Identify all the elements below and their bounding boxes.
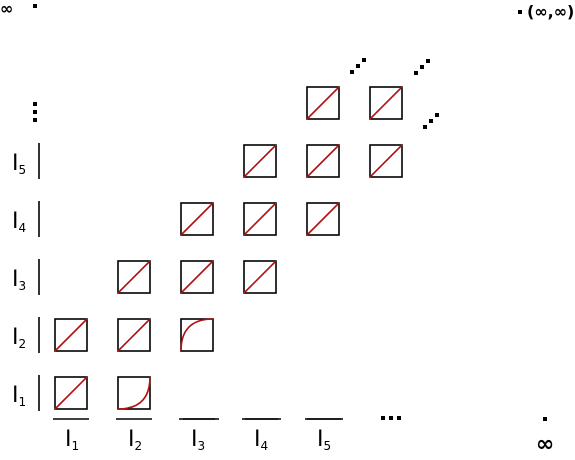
top-left-marker-dot	[33, 4, 37, 8]
cell-diagonal-line	[243, 260, 277, 294]
cell-c6-r6	[369, 86, 403, 120]
cell-diagonal-line	[54, 376, 88, 410]
cell-c1-r2	[54, 318, 88, 352]
y-axis-label-1: I1	[12, 383, 26, 409]
top-right-marker-dot	[518, 10, 522, 14]
cell-diagonal-line	[369, 144, 403, 178]
y-axis-labels: I1 I2 I3 I4 I5	[12, 143, 40, 411]
cell-c4-r5	[243, 144, 277, 178]
cell-diagonal-line	[306, 202, 340, 236]
cell-c5-r6	[306, 86, 340, 120]
cell-diagonal-line	[243, 202, 277, 236]
y-axis-label-subscript: 1	[19, 395, 27, 409]
cell-c4-r3	[243, 260, 277, 294]
x-axis-label-4: I4	[254, 427, 268, 453]
cell-diagonal-line	[117, 318, 151, 352]
x-axis-label-subscript: 4	[261, 439, 269, 453]
bottom-right-marker-dot	[543, 417, 547, 421]
cell-box	[180, 318, 214, 352]
cell-diagonal-line	[243, 144, 277, 178]
cell-c3-r4	[180, 202, 214, 236]
x-axis-label-5: I5	[317, 427, 331, 453]
cell-box	[117, 376, 151, 410]
cell-c3-r2	[180, 318, 214, 352]
x-axis-label-subscript: 3	[198, 439, 206, 453]
cell-c3-r3	[180, 260, 214, 294]
cell-convex-curve-line	[117, 376, 151, 410]
y-axis-label-subscript: 2	[19, 337, 27, 351]
cell-c1-r1	[54, 376, 88, 410]
x-axis-label-subscript: 2	[135, 439, 143, 453]
x-axis-labels: I1 I2 I3 I4 I5	[53, 418, 341, 453]
y-axis-label-3: I3	[12, 267, 26, 293]
diagonal-ellipsis-lower	[423, 113, 439, 129]
x-axis-ellipsis	[381, 416, 401, 420]
y-axis-label-2: I2	[12, 325, 26, 351]
cell-grid	[54, 86, 403, 410]
cell-c2-r2	[117, 318, 151, 352]
top-right-infinity-pair-label: (∞,∞)	[527, 2, 574, 21]
cell-diagonal-line	[306, 144, 340, 178]
x-axis-label-subscript: 5	[324, 439, 332, 453]
y-axis-label-subscript: 3	[19, 279, 27, 293]
cell-c6-r5	[369, 144, 403, 178]
cell-c5-r5	[306, 144, 340, 178]
cell-diagonal-line	[117, 260, 151, 294]
cell-c2-r1	[117, 376, 151, 410]
cell-c2-r3	[117, 260, 151, 294]
x-axis-label-3: I3	[191, 427, 205, 453]
cell-diagonal-line	[180, 202, 214, 236]
top-left-infinity-label: ∞	[0, 0, 13, 18]
bottom-right-infinity-label: ∞	[536, 432, 554, 457]
x-axis-label-subscript: 1	[72, 439, 80, 453]
diagonal-ellipsis-right	[414, 59, 430, 75]
x-axis-label-1: I1	[65, 427, 79, 453]
cell-c4-r4	[243, 202, 277, 236]
y-axis-label-subscript: 5	[19, 163, 27, 177]
cell-c5-r4	[306, 202, 340, 236]
cell-diagonal-line	[306, 86, 340, 120]
x-axis-label-2: I2	[128, 427, 142, 453]
diagonal-ellipsis-left	[350, 58, 366, 74]
y-axis-label-5: I5	[12, 151, 26, 177]
y-axis-label-subscript: 4	[19, 221, 27, 235]
y-axis-label-4: I4	[12, 209, 26, 235]
cell-diagonal-line	[54, 318, 88, 352]
cell-diagonal-line	[180, 260, 214, 294]
cell-concave-curve-line	[180, 318, 214, 352]
y-axis-ellipsis	[33, 102, 37, 122]
cell-diagonal-line	[369, 86, 403, 120]
